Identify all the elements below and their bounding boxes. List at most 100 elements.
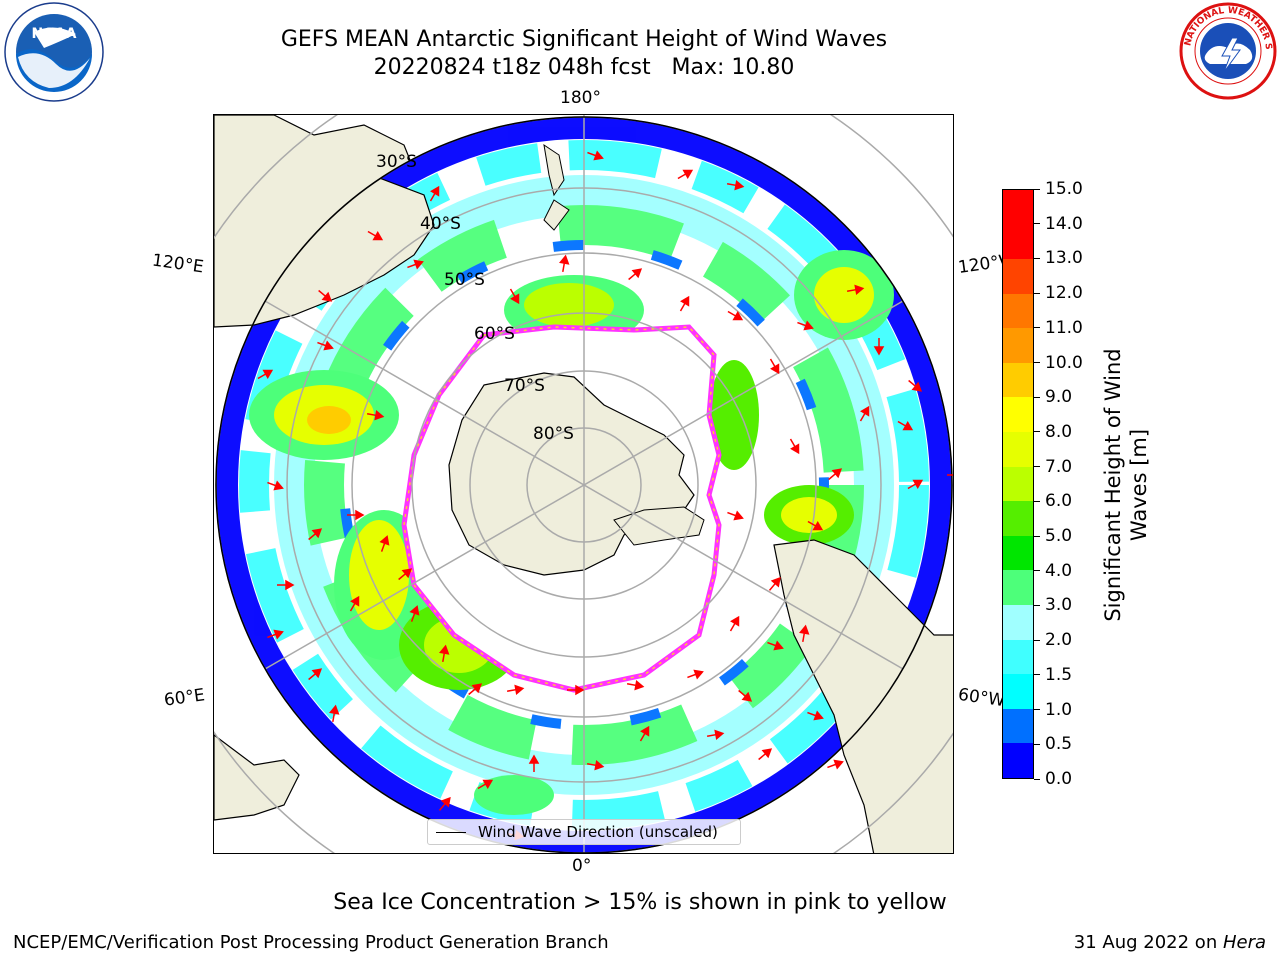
wave-direction-arrow	[626, 680, 645, 691]
colorbar-tick-label: 8.0	[1045, 421, 1073, 442]
lon-label-left-top: 120°E	[150, 250, 205, 278]
colorbar-tick-label: 0.0	[1045, 769, 1073, 789]
wave-direction-arrow	[567, 684, 585, 696]
wave-direction-arrow	[318, 289, 333, 302]
colorbar-tick	[1034, 327, 1040, 329]
colorbar-tick	[1034, 292, 1040, 294]
colorbar-tick	[1034, 396, 1040, 398]
wave-direction-arrow	[726, 180, 745, 191]
colorbar-segment	[1003, 362, 1033, 398]
wave-direction-arrow	[587, 150, 604, 161]
colorbar-tick	[1034, 257, 1040, 259]
wave-direction-arrow	[639, 725, 650, 742]
wave-direction-arrow	[828, 468, 843, 481]
colorbar-tick-label: 9.0	[1045, 387, 1073, 408]
legend-line-icon	[436, 831, 466, 833]
wave-direction-arrow	[528, 754, 540, 772]
colorbar-segment	[1003, 708, 1033, 744]
colorbar-segment	[1003, 639, 1033, 675]
colorbar-tick	[1034, 709, 1040, 711]
wave-direction-arrow	[677, 169, 694, 180]
wave-direction-arrow	[366, 410, 385, 421]
colorbar-tick	[1034, 362, 1040, 364]
map-frame	[213, 114, 954, 854]
colorbar-tick-label: 10.0	[1045, 352, 1083, 373]
wave-direction-arrow	[379, 535, 390, 552]
colorbar-tick-label: 14.0	[1045, 213, 1083, 234]
wave-direction-arrow	[277, 579, 295, 591]
legend-label: Wind Wave Direction (unscaled)	[478, 823, 718, 841]
colorbar-tick	[1034, 639, 1040, 641]
svg-text:NOAA: NOAA	[32, 26, 77, 42]
colorbar-segment	[1003, 743, 1033, 778]
colorbar-segment	[1003, 397, 1033, 433]
colorbar-segment	[1003, 535, 1033, 571]
wave-direction-arrow	[347, 509, 365, 521]
colorbar-segment	[1003, 189, 1033, 225]
wave-direction-arrow	[349, 595, 360, 612]
colorbar-tick-label: 3.0	[1045, 595, 1073, 616]
colorbar-tick	[1034, 535, 1040, 537]
wave-direction-arrow	[727, 310, 744, 321]
colorbar-segment	[1003, 224, 1033, 260]
colorbar-segment	[1003, 293, 1033, 329]
colorbar-tick	[1034, 743, 1040, 745]
colorbar-tick	[1034, 223, 1040, 225]
wave-direction-arrow	[727, 510, 744, 521]
colorbar-segment	[1003, 674, 1033, 709]
colorbar-tick	[1034, 674, 1040, 676]
colorbar-segment	[1003, 605, 1033, 640]
colorbar-tick-label: 7.0	[1045, 456, 1073, 477]
wave-direction-arrow	[409, 605, 420, 622]
map-boundary	[215, 116, 953, 853]
lon-label-left-bottom: 60°E	[162, 685, 207, 711]
lat-label-30s: 30°S	[376, 152, 417, 172]
colorbar-label-line1: Significant Height of Wind	[1101, 348, 1125, 622]
wave-direction-arrow	[468, 683, 483, 696]
wave-direction-arrow	[559, 254, 570, 273]
colorbar-tick-label: 1.5	[1045, 664, 1073, 685]
noaa-logo-icon: NOAA	[4, 2, 104, 102]
wave-direction-arrow	[398, 568, 413, 581]
wave-direction-arrow	[257, 369, 274, 380]
wave-direction-arrow	[908, 379, 923, 392]
wave-direction-arrow	[799, 624, 810, 643]
wave-direction-arrow	[797, 320, 814, 331]
colorbar-tick-label: 6.0	[1045, 491, 1073, 512]
colorbar-tick	[1034, 604, 1040, 606]
wave-direction-arrow	[586, 760, 605, 771]
wave-direction-arrow	[769, 358, 780, 375]
wave-direction-arrow	[317, 340, 334, 351]
wave-direction-arrow	[947, 474, 953, 476]
chart-title: GEFS MEAN Antarctic Significant Height o…	[280, 27, 888, 52]
wave-direction-arrow	[628, 268, 643, 281]
wave-direction-arrow	[267, 629, 284, 640]
wave-direction-arrow	[329, 704, 340, 723]
wave-direction-arrow	[308, 528, 323, 541]
colorbar-tick-label: 12.0	[1045, 283, 1083, 304]
sea-ice-caption: Sea Ice Concentration > 15% is shown in …	[333, 890, 947, 915]
colorbar-tick-label: 13.0	[1045, 248, 1083, 269]
lon-label-right-bottom: 60°W	[956, 684, 1007, 712]
wave-direction-arrow	[897, 420, 914, 431]
wave-direction-arrow	[509, 288, 520, 305]
colorbar-tick	[1034, 188, 1040, 190]
wave-direction-arrow	[706, 729, 725, 740]
wave-direction-arrow	[506, 684, 525, 695]
nws-logo-icon: NATIONAL WEATHER SERVICE	[1176, 2, 1277, 100]
wave-direction-arrow	[438, 796, 451, 811]
colorbar-tick-label: 4.0	[1045, 560, 1073, 581]
colorbar-tick-label: 11.0	[1045, 317, 1083, 338]
wave-direction-arrow	[267, 480, 284, 491]
chart-subtitle: 20220824 t18z 048h fcst Max: 10.80	[373, 55, 795, 80]
wave-direction-arrow	[758, 748, 773, 761]
wave-direction-arrow	[846, 284, 865, 295]
lat-label-80s: 80°S	[533, 424, 574, 444]
wave-direction-arrow	[738, 689, 753, 702]
colorbar-tick	[1034, 466, 1040, 468]
wave-direction-arrow	[767, 640, 784, 651]
footer-date: 31 Aug 2022 on Hera	[1074, 932, 1266, 953]
wave-direction-arrow	[907, 479, 924, 490]
wave-direction-arrow	[439, 644, 450, 663]
colorbar-tick-label: 0.5	[1045, 734, 1073, 755]
